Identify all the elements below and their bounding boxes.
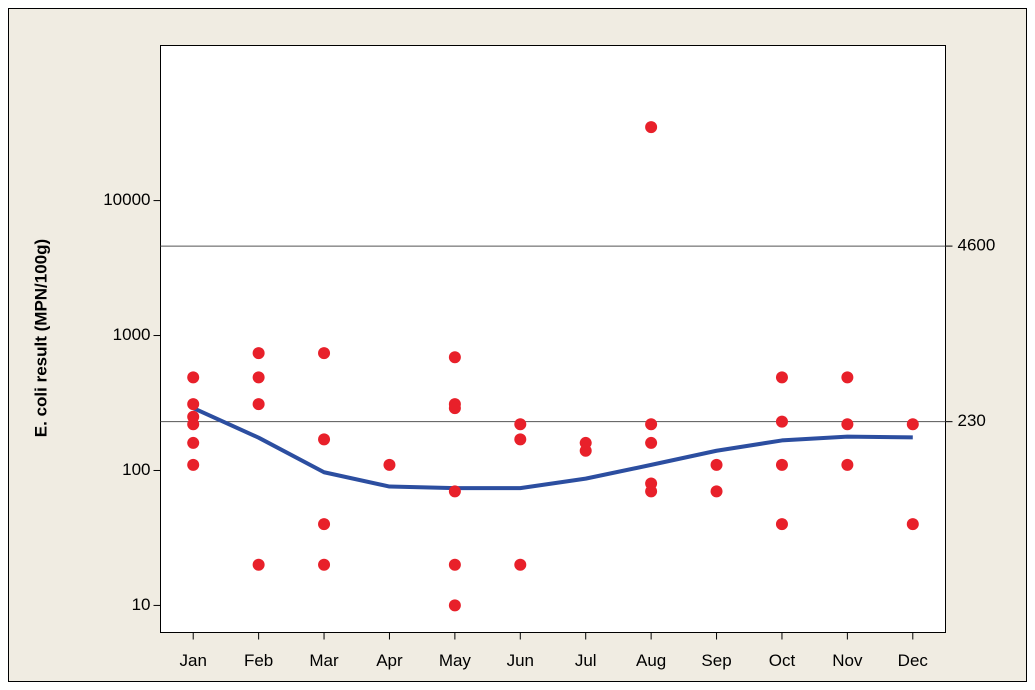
data-point	[645, 418, 658, 431]
data-point	[514, 558, 527, 571]
x-tick-label: Jul	[575, 651, 597, 670]
plot-area	[160, 45, 946, 633]
data-point	[645, 121, 658, 134]
y-axis-label: E. coli result (MPN/100g)	[31, 239, 50, 437]
data-point	[514, 418, 527, 431]
data-point	[579, 444, 592, 457]
data-point	[318, 347, 331, 360]
x-tick-label: Jun	[507, 651, 534, 670]
data-point	[841, 418, 854, 431]
data-point	[252, 371, 265, 384]
data-point	[448, 485, 461, 498]
x-tick-label: Aug	[636, 651, 666, 670]
data-point	[318, 558, 331, 571]
x-tick-label: Oct	[769, 651, 796, 670]
x-tick-label: Apr	[376, 651, 403, 670]
data-point	[252, 398, 265, 411]
data-point	[775, 371, 788, 384]
data-point	[187, 436, 200, 449]
data-point	[448, 558, 461, 571]
data-point	[841, 458, 854, 471]
x-tick-label: Nov	[832, 651, 863, 670]
data-point	[710, 485, 723, 498]
data-point	[645, 485, 658, 498]
data-point	[775, 415, 788, 428]
trend-line	[192, 406, 913, 491]
y-tick-label: 100	[122, 460, 150, 479]
x-tick-label: Jan	[179, 651, 206, 670]
data-point	[775, 518, 788, 531]
data-point	[187, 458, 200, 471]
data-point	[318, 518, 331, 531]
x-tick-label: May	[439, 651, 472, 670]
data-point	[252, 558, 265, 571]
reference-label: 230	[958, 411, 986, 430]
data-point	[252, 347, 265, 360]
data-point	[187, 371, 200, 384]
reference-label: 4600	[958, 236, 996, 255]
data-point	[187, 398, 200, 411]
x-tick-label: Feb	[244, 651, 273, 670]
data-point	[841, 371, 854, 384]
y-tick-label: 10000	[103, 190, 150, 209]
data-point	[514, 433, 527, 446]
data-point	[775, 458, 788, 471]
x-tick-label: Dec	[898, 651, 929, 670]
data-point	[645, 436, 658, 449]
data-point	[448, 351, 461, 364]
data-point	[906, 518, 919, 531]
x-tick-label: Sep	[701, 651, 731, 670]
data-point	[448, 599, 461, 612]
data-point	[187, 418, 200, 431]
data-point	[318, 433, 331, 446]
x-tick-label: Mar	[309, 651, 339, 670]
data-point	[383, 458, 396, 471]
y-tick-label: 1000	[113, 325, 151, 344]
data-point	[906, 418, 919, 431]
data-point	[710, 458, 723, 471]
y-tick-label: 10	[132, 595, 151, 614]
data-point	[448, 402, 461, 415]
